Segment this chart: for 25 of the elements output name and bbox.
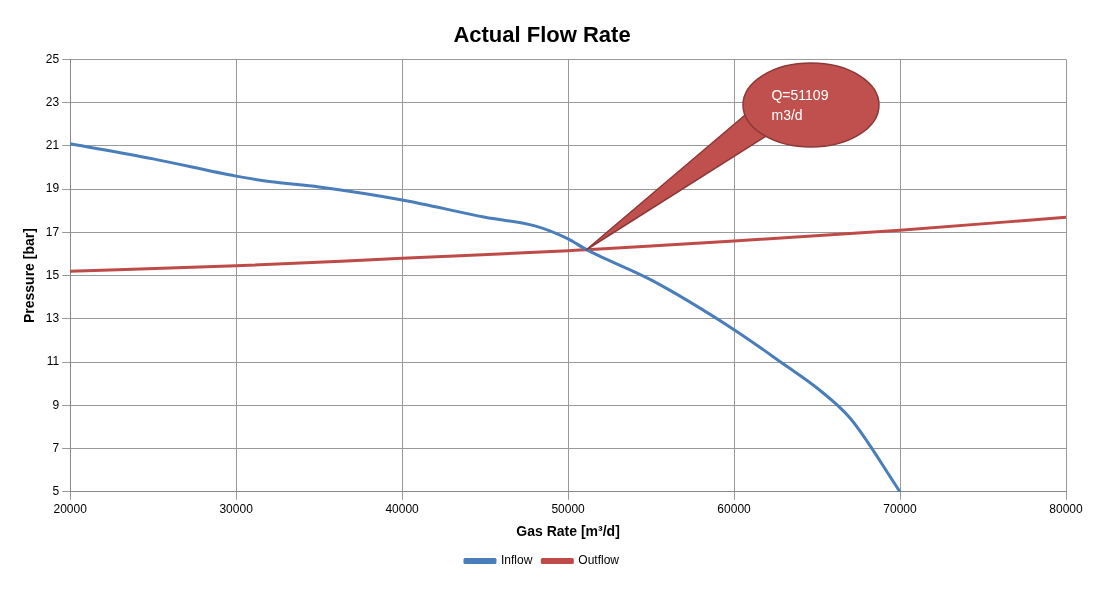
y-tick-label: 9 xyxy=(52,397,60,412)
y-tick-label: 7 xyxy=(52,440,60,455)
y-tick-label: 25 xyxy=(45,51,60,66)
x-tick-label: 70000 xyxy=(883,502,918,517)
y-tick-label: 15 xyxy=(45,267,60,282)
y-tick-label: 13 xyxy=(45,311,60,326)
x-tick-label: 60000 xyxy=(717,502,752,517)
y-tick-label: 19 xyxy=(45,181,60,196)
x-tick-label: 80000 xyxy=(1049,502,1084,517)
y-tick-label: 5 xyxy=(52,484,60,499)
x-tick-label: 30000 xyxy=(219,502,254,517)
legend-label: Inflow xyxy=(500,553,533,568)
x-axis-title: Gas Rate [m³/d] xyxy=(516,523,620,540)
x-tick-label: 20000 xyxy=(53,502,88,517)
chart-title: Actual Flow Rate xyxy=(453,22,631,48)
y-axis-title: Pressure [bar] xyxy=(21,228,38,324)
line-series xyxy=(70,142,902,492)
y-tick-label: 17 xyxy=(45,224,60,239)
y-tick-label: 21 xyxy=(45,138,60,153)
y-tick-label: 23 xyxy=(45,94,60,109)
legend-label: Outflow xyxy=(578,553,620,568)
x-tick-label: 40000 xyxy=(385,502,420,517)
x-tick-label: 50000 xyxy=(551,502,586,517)
y-tick-label: 11 xyxy=(46,354,60,369)
annotation: Q=51109 m3/d xyxy=(771,85,830,125)
